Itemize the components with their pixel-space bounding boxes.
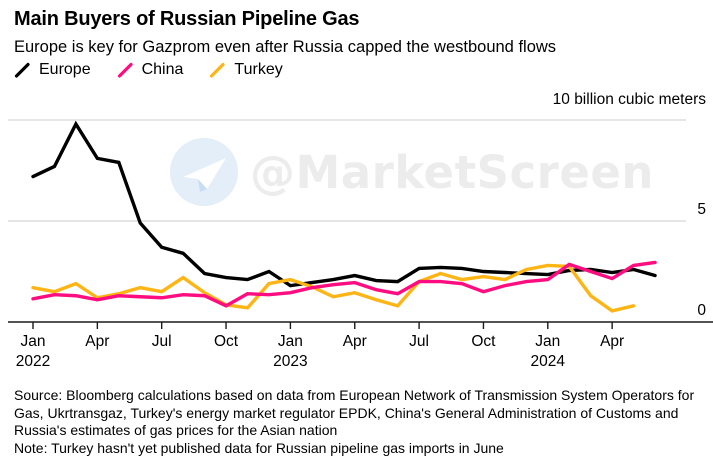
x-axis-month-label: Jul [409, 333, 429, 350]
x-axis-year-label: 2023 [273, 353, 307, 370]
chart-subtitle: Europe is key for Gazprom even after Rus… [14, 38, 557, 56]
x-axis-year-label: 2022 [16, 353, 50, 370]
page-title: Main Buyers of Russian Pipeline Gas [14, 8, 360, 30]
y-axis-label: 5 [697, 201, 706, 218]
legend-label: Turkey [234, 61, 283, 78]
legend-label: Europe [39, 61, 91, 78]
legend-item-turkey: Turkey [209, 61, 283, 79]
series-line-china [31, 260, 657, 308]
legend-item-china: China [117, 61, 184, 79]
source-text: Source: Bloomberg calculations based on … [14, 387, 695, 438]
turkey-line-swatch-icon [210, 62, 226, 78]
x-axis-month-label: Apr [343, 333, 367, 350]
legend-label: China [141, 61, 184, 78]
x-axis-year-label: 2024 [531, 353, 566, 370]
note-text: Note: Turkey hasn't yet published data f… [14, 439, 504, 456]
legend-item-europe: Europe [14, 61, 91, 79]
series-line-turkey [31, 263, 636, 313]
line-chart: Jan 2022 Apr Jul Oct Jan 2023 Apr Jul Oct Jan 2024 A… [8, 119, 713, 370]
europe-line-swatch-icon [14, 62, 30, 78]
y-axis-label: 0 [697, 302, 706, 319]
x-axis-month-label: Jul [152, 333, 172, 350]
x-axis-month-label: Apr [85, 333, 109, 350]
china-line-swatch-icon [117, 62, 133, 78]
x-axis-month-label: Jan [21, 333, 46, 350]
x-axis-month-label: Jan [278, 333, 303, 350]
x-axis-month-label: Oct [471, 333, 496, 350]
chart-header: Main Buyers of Russian Pipeline Gas Euro… [14, 8, 703, 56]
y-axis-unit-label: 10 billion cubic meters [552, 91, 706, 108]
series-line-europe [31, 120, 657, 288]
footer: Source: Bloomberg calculations based on … [14, 387, 707, 457]
x-axis-month-label: Apr [600, 333, 624, 350]
legend: Europe China Turkey [14, 61, 283, 79]
x-axis-month-label: Oct [214, 333, 239, 350]
x-axis-month-label: Jan [535, 333, 560, 350]
